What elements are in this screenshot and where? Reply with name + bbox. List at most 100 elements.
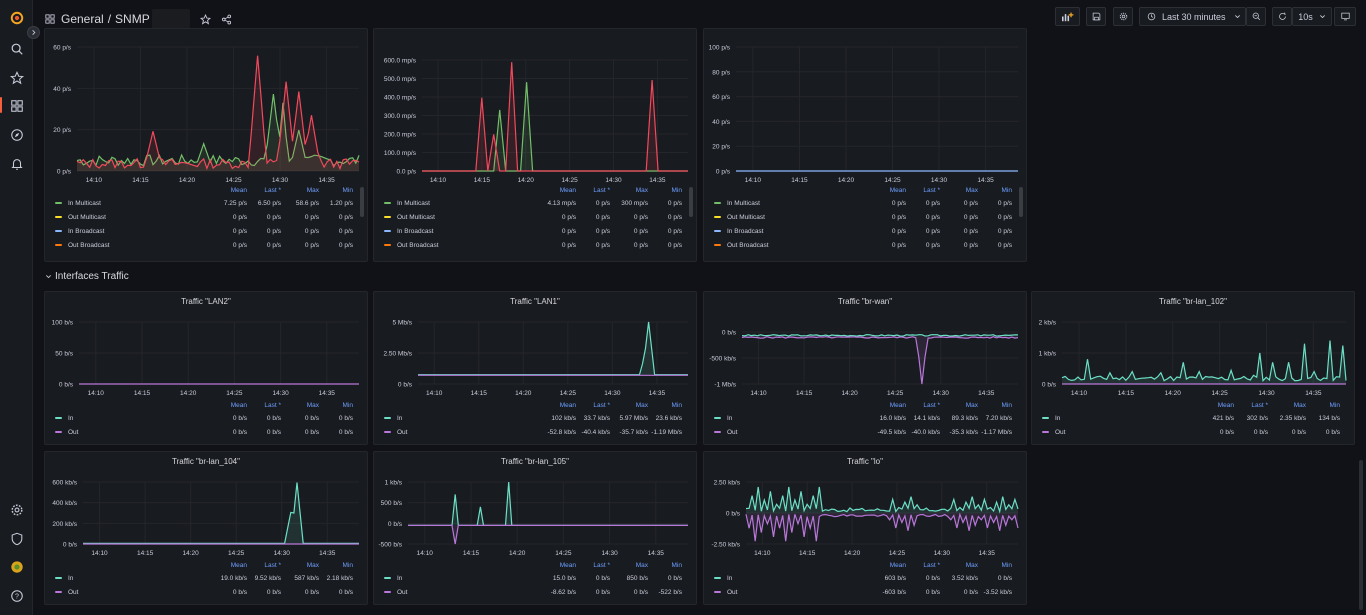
legend-header-max[interactable]: Max bbox=[635, 402, 648, 409]
legend-row[interactable]: Out 0 b/s 0 b/s 0 b/s 0 b/s bbox=[53, 426, 359, 440]
legend-scrollbar[interactable] bbox=[689, 187, 693, 217]
time-series-chart[interactable]: 5 Mb/s 2.50 Mb/s 0 b/s 14:10 14:15 14:20 14:25… bbox=[374, 292, 696, 402]
legend-header-min[interactable]: Min bbox=[1001, 562, 1012, 569]
legend-row[interactable]: Out Broadcast 0 p/s 0 p/s 0 p/s 0 p/s bbox=[382, 239, 688, 253]
legend-header-mean[interactable]: Mean bbox=[889, 402, 906, 409]
legend-row[interactable]: Out Multicast 0 p/s 0 p/s 0 p/s 0 p/s bbox=[712, 211, 1018, 225]
legend-row[interactable]: Out -49.5 kb/s -40.0 kb/s -35.3 kb/s -1.17 M… bbox=[712, 426, 1018, 440]
zoom-out-button[interactable] bbox=[1246, 7, 1266, 26]
legend-header-last[interactable]: Last * bbox=[593, 402, 610, 409]
legend-header-last[interactable]: Last * bbox=[264, 402, 281, 409]
legend-header-mean[interactable]: Mean bbox=[559, 562, 576, 569]
legend-header-min[interactable]: Min bbox=[671, 562, 682, 569]
legend-header-last[interactable]: Last * bbox=[923, 402, 940, 409]
legend-header-min[interactable]: Min bbox=[342, 402, 353, 409]
legend-header-mean[interactable]: Mean bbox=[230, 402, 247, 409]
multicast-broadcast-panel[interactable]: 100 p/s 80 p/s 60 p/s 40 p/s 20 p/s 0 p/s 14:1… bbox=[703, 28, 1027, 262]
multicast-broadcast-panel[interactable]: 600.0 mp/s 500.0 mp/s 400.0 mp/s 300.0 mp/s… bbox=[373, 28, 697, 262]
legend-header-last[interactable]: Last * bbox=[1251, 402, 1268, 409]
save-dashboard-button[interactable] bbox=[1086, 7, 1106, 26]
legend-header-min[interactable]: Min bbox=[671, 187, 682, 194]
legend-header-mean[interactable]: Mean bbox=[889, 187, 906, 194]
time-series-chart[interactable]: 0 b/s -500 kb/s -1 Mb/s 14:10 14:15 14:20 14:2… bbox=[704, 292, 1026, 402]
legend-header-min[interactable]: Min bbox=[1329, 402, 1340, 409]
panel-title[interactable]: Traffic "br-lan_105" bbox=[501, 457, 569, 466]
legend-header-max[interactable]: Max bbox=[965, 402, 978, 409]
legend-header-last[interactable]: Last * bbox=[264, 562, 281, 569]
refresh-button[interactable] bbox=[1272, 7, 1292, 26]
legend-row[interactable]: In 603 b/s 0 b/s 3.52 kb/s 0 b/s bbox=[712, 572, 1018, 586]
legend-row[interactable]: In Multicast 4.13 mp/s 0 p/s 300 mp/s 0 p/s bbox=[382, 197, 688, 211]
legend-row[interactable]: In 19.0 kb/s 9.52 kb/s 587 kb/s 2.18 kb/s bbox=[53, 572, 359, 586]
row-header-interfaces-traffic[interactable]: Interfaces Traffic bbox=[45, 271, 129, 282]
traffic-panel[interactable]: Traffic "lo" 2.50 kb/s 0 b/s -2.50 kb/s 14:1… bbox=[703, 451, 1027, 605]
dashboard-settings-button[interactable] bbox=[1113, 7, 1133, 26]
legend-row[interactable]: Out Multicast 0 p/s 0 p/s 0 p/s 0 p/s bbox=[382, 211, 688, 225]
panel-title[interactable]: Traffic "LAN2" bbox=[181, 297, 231, 306]
configuration-gear-icon[interactable] bbox=[8, 501, 25, 518]
dashboards-icon[interactable] bbox=[8, 97, 25, 114]
refresh-interval-picker[interactable]: 10s bbox=[1292, 7, 1332, 26]
breadcrumb-dashboard-title[interactable]: SNMP bbox=[115, 12, 150, 26]
legend-header-min[interactable]: Min bbox=[1001, 187, 1012, 194]
legend-row[interactable]: In Broadcast 0 p/s 0 p/s 0 p/s 0 p/s bbox=[53, 225, 359, 239]
legend-row[interactable]: In Multicast 0 p/s 0 p/s 0 p/s 0 p/s bbox=[712, 197, 1018, 211]
legend-header-min[interactable]: Min bbox=[1001, 402, 1012, 409]
traffic-panel[interactable]: Traffic "LAN1" 5 Mb/s 2.50 Mb/s 0 b/s 14:10 1… bbox=[373, 291, 697, 445]
legend-row[interactable]: In 15.0 b/s 0 b/s 850 b/s 0 b/s bbox=[382, 572, 688, 586]
share-icon[interactable] bbox=[221, 14, 232, 25]
favorite-star-icon[interactable] bbox=[199, 13, 211, 25]
legend-header-min[interactable]: Min bbox=[671, 402, 682, 409]
time-series-chart[interactable]: 1 kb/s 500 b/s 0 b/s -500 b/s 14:10 14:15 14:2… bbox=[374, 452, 696, 562]
view-mode-button[interactable] bbox=[1334, 7, 1356, 26]
legend-header-last[interactable]: Last * bbox=[593, 562, 610, 569]
legend-row[interactable]: Out -603 b/s 0 b/s 0 b/s -3.52 kb/s bbox=[712, 586, 1018, 600]
legend-row[interactable]: In 421 b/s 302 b/s 2.35 kb/s 134 b/s bbox=[1040, 412, 1346, 426]
legend-row[interactable]: Out -52.8 kb/s -40.4 kb/s -35.7 kb/s -1.19 M… bbox=[382, 426, 688, 440]
alerting-bell-icon[interactable] bbox=[8, 155, 25, 172]
legend-row[interactable]: In 102 kb/s 33.7 kb/s 5.97 Mb/s 23.6 kb/s bbox=[382, 412, 688, 426]
legend-header-max[interactable]: Max bbox=[306, 187, 319, 194]
legend-header-last[interactable]: Last * bbox=[923, 562, 940, 569]
legend-header-max[interactable]: Max bbox=[965, 187, 978, 194]
panel-title[interactable]: Traffic "LAN1" bbox=[510, 297, 560, 306]
legend-scrollbar[interactable] bbox=[1019, 187, 1023, 217]
search-icon[interactable] bbox=[8, 40, 25, 57]
time-series-chart[interactable]: 2.50 kb/s 0 b/s -2.50 kb/s 14:10 14:15 14:20 1… bbox=[704, 452, 1026, 562]
legend-scrollbar[interactable] bbox=[360, 187, 364, 217]
legend-header-last[interactable]: Last * bbox=[593, 187, 610, 194]
breadcrumb-folder[interactable]: General bbox=[61, 12, 104, 26]
traffic-panel[interactable]: Traffic "br-wan" 0 b/s -500 kb/s -1 Mb/s 14:… bbox=[703, 291, 1027, 445]
legend-header-max[interactable]: Max bbox=[306, 562, 319, 569]
panel-title[interactable]: Traffic "br-lan_104" bbox=[172, 457, 240, 466]
legend-header-min[interactable]: Min bbox=[342, 187, 353, 194]
page-scrollbar[interactable] bbox=[1359, 460, 1363, 610]
legend-row[interactable]: Out Multicast 0 p/s 0 p/s 0 p/s 0 p/s bbox=[53, 211, 359, 225]
legend-header-max[interactable]: Max bbox=[1293, 402, 1306, 409]
legend-header-mean[interactable]: Mean bbox=[1217, 402, 1234, 409]
legend-row[interactable]: In Broadcast 0 p/s 0 p/s 0 p/s 0 p/s bbox=[712, 225, 1018, 239]
time-range-picker[interactable]: Last 30 minutes bbox=[1139, 7, 1246, 26]
legend-header-mean[interactable]: Mean bbox=[559, 187, 576, 194]
legend-row[interactable]: Out 0 b/s 0 b/s 0 b/s 0 b/s bbox=[1040, 426, 1346, 440]
legend-row[interactable]: Out -8.62 b/s 0 b/s 0 b/s -522 b/s bbox=[382, 586, 688, 600]
grafana-logo-icon[interactable] bbox=[8, 9, 25, 26]
legend-row[interactable]: In Multicast 7.25 p/s 6.50 p/s 58.6 p/s 1.20… bbox=[53, 197, 359, 211]
panel-title[interactable]: Traffic "lo" bbox=[847, 457, 883, 466]
multicast-broadcast-panel[interactable]: 60 p/s 40 p/s 20 p/s 0 p/s 14:10 14:15 14:20 14… bbox=[44, 28, 368, 262]
legend-header-mean[interactable]: Mean bbox=[889, 562, 906, 569]
shield-icon[interactable] bbox=[8, 530, 25, 547]
legend-row[interactable]: In 0 b/s 0 b/s 0 b/s 0 b/s bbox=[53, 412, 359, 426]
legend-header-last[interactable]: Last * bbox=[264, 187, 281, 194]
star-icon[interactable] bbox=[8, 69, 25, 86]
legend-row[interactable]: In 16.0 kb/s 14.1 kb/s 89.3 kb/s 7.20 kb/s bbox=[712, 412, 1018, 426]
time-series-chart[interactable]: 100 p/s 80 p/s 60 p/s 40 p/s 20 p/s 0 p/s 14:1… bbox=[704, 29, 1026, 189]
traffic-panel[interactable]: Traffic "br-lan_104" 600 kb/s 400 kb/s 200 … bbox=[44, 451, 368, 605]
time-series-chart[interactable]: 600 kb/s 400 kb/s 200 kb/s 0 b/s 14:10 14:15 1… bbox=[45, 452, 367, 562]
legend-header-mean[interactable]: Mean bbox=[559, 402, 576, 409]
help-icon[interactable]: ? bbox=[8, 587, 25, 604]
legend-row[interactable]: Out Broadcast 0 p/s 0 p/s 0 p/s 0 p/s bbox=[712, 239, 1018, 253]
time-series-chart[interactable]: 100 b/s 50 b/s 0 b/s 14:10 14:15 14:20 14:25 14… bbox=[45, 292, 367, 402]
legend-header-mean[interactable]: Mean bbox=[230, 187, 247, 194]
traffic-panel[interactable]: Traffic "br-lan_102" 2 kb/s 1 kb/s 0 b/s 14:… bbox=[1031, 291, 1355, 445]
